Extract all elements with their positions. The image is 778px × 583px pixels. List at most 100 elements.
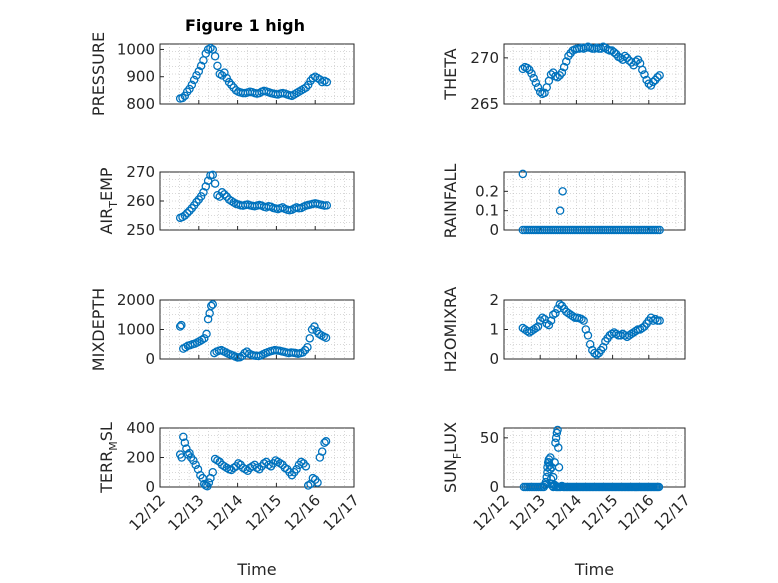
data-point [546,465,555,474]
data-point [531,323,541,333]
y-tick-label: 1000 [117,40,155,58]
y-label-after: LUX [441,422,460,453]
data-point [204,478,214,487]
data-point [185,206,194,216]
data-point [303,342,312,352]
data-point [544,320,554,330]
y-tick-label: 0 [489,350,499,368]
y-tick-label: 0 [489,221,499,239]
data-point [616,53,625,63]
data-point [551,309,560,318]
x-tick-label: 12/14 [542,491,585,534]
data-point [217,188,227,197]
data-point [538,313,547,322]
data-point [315,75,325,84]
data-point [533,83,543,92]
data-point [199,334,209,343]
data-point [651,314,660,324]
data-point [559,62,569,72]
data-point [321,437,331,446]
data-point [187,80,197,90]
data-point [549,480,559,490]
data-point [655,316,664,325]
x-tick-label: 12/13 [164,491,207,534]
x-tick-label: 12/12 [470,491,513,534]
y-tick-label: 265 [470,95,499,113]
data-point [208,300,218,309]
data-point [192,71,201,80]
data-point [555,206,565,215]
y-label-sub: F [451,453,464,459]
data-point [320,438,329,447]
data-point [201,49,211,58]
data-point [648,316,658,325]
data-point [655,71,664,80]
x-tick-label: 12/17 [320,491,363,534]
data-point [217,71,227,80]
data-point [178,93,187,103]
y-label-main: AIR [97,208,116,235]
y-label-sub: T [107,201,120,209]
data-point [210,52,220,61]
data-point [227,80,236,90]
y-tick-label: 0 [145,350,155,368]
data-point [531,78,541,88]
data-point [631,57,641,66]
x-tick-label: 12/12 [126,491,169,534]
x-axis-label: Time [574,560,614,579]
y-tick-label: 270 [470,49,499,67]
axes-h2omixra: 0 1 2 H2OMIXRA [441,287,686,372]
data-point [653,72,662,82]
data-point [179,432,188,442]
x-axis-label: Time [236,560,276,579]
x-tick-label: 12/13 [506,491,549,534]
data-point [177,320,186,330]
data-point [557,68,567,77]
data-point [518,169,528,179]
y-label-main: TERR [97,451,116,494]
data-point [640,70,649,79]
data-point [562,57,571,66]
data-point [175,322,185,331]
data-point [638,65,647,75]
axes-theta: 265 270 THETA [441,42,686,113]
data-point [522,63,532,73]
y-tick-label: 400 [126,419,155,437]
data-point [583,331,593,340]
axes-pressure: 800 900 1000 PRESSURE [89,32,355,116]
y-axis-label: SUNFLUX [441,422,464,493]
data-point [196,192,206,201]
data-point [305,334,315,343]
data-point [592,350,601,359]
x-tick-label: 12/16 [281,491,324,534]
data-point [609,48,619,57]
data-point [611,329,621,339]
data-point [551,433,561,443]
data-point [554,463,564,472]
data-point [210,179,220,188]
data-point [208,467,218,477]
y-tick-label: 0 [489,478,499,496]
y-axis-label: RAINFALL [441,164,460,239]
y-tick-label: 800 [126,95,155,113]
data-point [654,482,664,492]
data-point [554,443,563,452]
y-tick-label: 250 [126,221,155,239]
y-tick-label: 1 [489,321,499,339]
axes-rainfall: 00.1 0.2 RAINFALL [441,164,686,239]
data-point [180,438,190,447]
y-tick-label: 0.2 [475,182,499,200]
y-tick-label: 1000 [117,321,155,339]
data-point [322,201,332,210]
figure-title: Figure 1 high [185,16,305,35]
data-point [529,73,538,83]
data-point [321,333,331,343]
data-point [553,72,562,82]
data-point [192,197,201,207]
data-point [310,322,319,331]
y-axis-label: TERRMSL [97,422,120,494]
data-point [301,83,311,92]
data-point [182,208,192,218]
data-point [180,91,190,101]
